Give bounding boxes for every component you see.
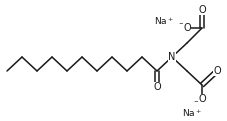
Text: $^{-}$: $^{-}$ — [193, 98, 199, 106]
Text: Na$^+$: Na$^+$ — [154, 15, 174, 27]
Text: O: O — [198, 5, 206, 15]
Text: $^{-}$: $^{-}$ — [178, 19, 184, 29]
Text: O: O — [213, 66, 221, 76]
Text: N: N — [168, 52, 176, 62]
Text: Na$^+$: Na$^+$ — [182, 107, 202, 119]
Text: O: O — [198, 94, 206, 104]
Text: O: O — [183, 23, 191, 33]
Text: O: O — [153, 82, 161, 92]
